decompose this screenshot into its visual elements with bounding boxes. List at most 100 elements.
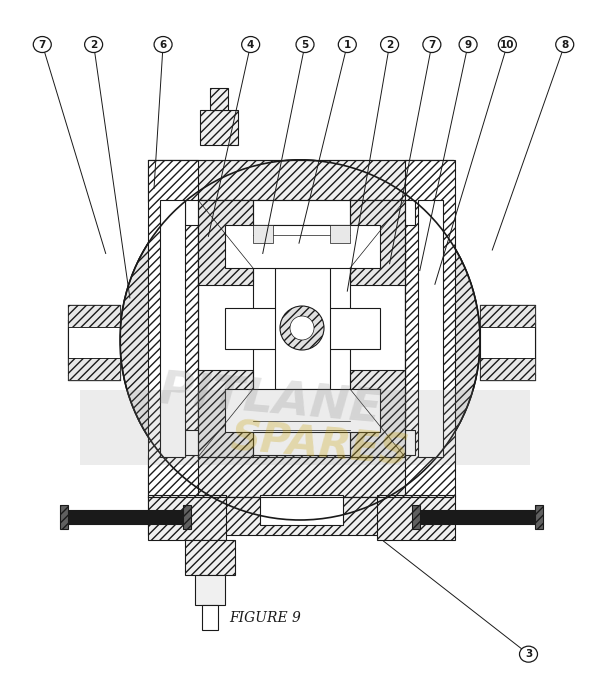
Ellipse shape <box>498 36 516 53</box>
Bar <box>68 305 120 380</box>
Bar <box>350 200 405 285</box>
Bar <box>68 510 183 524</box>
Bar <box>68 305 120 380</box>
Bar <box>412 505 420 529</box>
Ellipse shape <box>423 36 441 53</box>
Bar <box>350 370 405 457</box>
Bar <box>185 540 235 575</box>
Bar <box>200 110 238 145</box>
Bar <box>480 358 535 380</box>
Bar <box>225 225 380 268</box>
Bar <box>148 495 226 540</box>
Bar <box>68 320 120 365</box>
Bar <box>535 505 543 529</box>
Ellipse shape <box>519 646 538 662</box>
Bar <box>68 358 120 380</box>
Bar <box>202 605 218 630</box>
Ellipse shape <box>154 36 172 53</box>
Ellipse shape <box>459 36 477 53</box>
Bar <box>148 495 226 540</box>
Text: 1: 1 <box>344 40 351 49</box>
Ellipse shape <box>85 36 103 53</box>
Bar <box>405 160 455 497</box>
Bar <box>60 505 68 529</box>
Bar <box>535 505 543 529</box>
Wedge shape <box>322 163 480 517</box>
Bar <box>350 200 405 285</box>
Ellipse shape <box>33 36 51 53</box>
Text: PITLANE: PITLANE <box>157 368 383 432</box>
Ellipse shape <box>338 36 356 53</box>
Bar <box>480 305 535 327</box>
Text: FIGURE 9: FIGURE 9 <box>229 611 301 625</box>
Bar <box>183 505 191 529</box>
Bar <box>480 305 535 380</box>
Bar <box>480 305 535 327</box>
Bar <box>405 160 455 497</box>
Circle shape <box>120 160 480 520</box>
Bar <box>68 358 120 380</box>
Bar <box>60 505 68 529</box>
Bar <box>183 505 191 529</box>
Text: 8: 8 <box>561 40 568 49</box>
Bar <box>253 225 273 243</box>
Bar <box>377 495 455 540</box>
Ellipse shape <box>242 36 260 53</box>
Text: 5: 5 <box>301 40 309 49</box>
Bar <box>195 575 225 605</box>
Ellipse shape <box>381 36 399 53</box>
Text: 3: 3 <box>525 649 532 659</box>
Bar <box>480 358 535 380</box>
Bar <box>68 305 120 327</box>
Bar <box>198 370 253 457</box>
Bar <box>210 88 228 110</box>
Wedge shape <box>137 160 463 279</box>
Bar <box>185 430 415 455</box>
Text: 2: 2 <box>386 40 393 49</box>
Polygon shape <box>80 390 530 465</box>
Bar <box>160 200 185 457</box>
Bar <box>260 495 343 525</box>
Bar <box>148 455 453 497</box>
Bar <box>148 160 198 497</box>
Bar <box>185 200 415 225</box>
Text: 9: 9 <box>464 40 472 49</box>
Text: 4: 4 <box>247 40 254 49</box>
Bar <box>480 305 535 380</box>
Bar <box>198 370 253 457</box>
Text: 6: 6 <box>159 40 167 49</box>
Wedge shape <box>120 163 278 517</box>
Bar <box>148 497 453 535</box>
Bar <box>200 110 238 145</box>
Text: SPARES: SPARES <box>229 416 411 474</box>
Bar <box>148 160 453 202</box>
Bar <box>377 495 455 540</box>
Text: 10: 10 <box>500 40 515 49</box>
Bar <box>418 200 443 457</box>
Bar <box>198 200 405 457</box>
Ellipse shape <box>556 36 574 53</box>
Bar <box>420 510 535 524</box>
Bar <box>225 389 380 432</box>
Bar <box>148 160 198 497</box>
Bar <box>275 268 330 389</box>
Bar <box>480 320 535 365</box>
Bar <box>412 505 420 529</box>
Circle shape <box>290 316 314 340</box>
Bar <box>225 308 380 349</box>
Bar <box>148 497 453 535</box>
Text: 7: 7 <box>428 40 435 49</box>
Bar <box>198 200 253 285</box>
Bar <box>185 540 235 575</box>
Circle shape <box>280 306 324 350</box>
Bar <box>210 88 228 110</box>
Bar <box>198 200 253 285</box>
Wedge shape <box>137 401 463 520</box>
Bar <box>148 160 453 202</box>
Bar <box>330 225 350 243</box>
Ellipse shape <box>296 36 314 53</box>
Bar <box>350 370 405 457</box>
Bar <box>68 305 120 327</box>
Text: 7: 7 <box>39 40 46 49</box>
Bar <box>148 455 453 497</box>
